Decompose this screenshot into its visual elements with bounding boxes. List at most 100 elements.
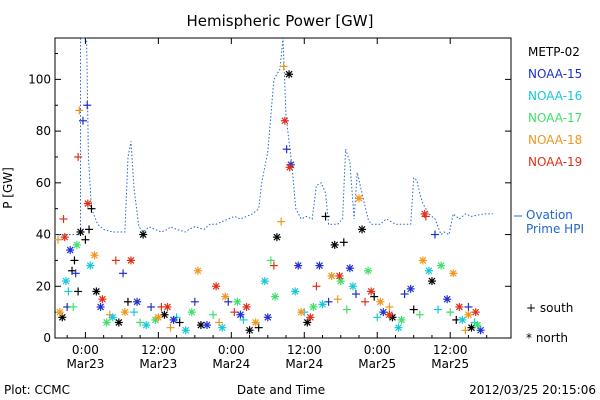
north-point: [455, 302, 464, 311]
north-point: [127, 256, 135, 265]
x-tick-date: Mar23: [66, 357, 104, 371]
south-point: [54, 235, 63, 244]
south-point: [269, 261, 278, 270]
south-point: [415, 310, 424, 319]
south-point: [130, 308, 139, 317]
x-tick-label: 12:00: [287, 343, 322, 357]
south-point: [69, 302, 78, 311]
south-point: [59, 215, 68, 224]
south-point: [147, 302, 156, 311]
plot-timestamp: 2012/03/25 20:15:06: [469, 383, 596, 397]
legend-north-label: * north: [526, 331, 568, 345]
north-point: [233, 297, 242, 306]
chart-title: Hemispheric Power [GW]: [187, 12, 374, 30]
north-point: [102, 318, 111, 327]
north-point: [193, 266, 202, 275]
x-tick-label: 0:00: [364, 343, 391, 357]
south-point: [321, 212, 330, 221]
north-point: [260, 277, 269, 286]
south-point: [119, 269, 128, 278]
north-point: [385, 310, 394, 319]
north-point: [108, 313, 117, 322]
south-point: [78, 116, 87, 125]
x-tick-date: Mar24: [212, 357, 250, 371]
north-point: [315, 261, 324, 270]
south-point: [209, 310, 218, 319]
north-point: [285, 163, 294, 172]
south-point: [385, 302, 394, 311]
legend-ovation-label: Ovation: [526, 208, 573, 222]
y-tick-label: 20: [36, 279, 51, 293]
x-axis: 0:00Mar2312:00Mar230:00Mar2412:00Mar240:…: [66, 38, 488, 371]
legend-entry-noaa-18: NOAA-18: [528, 133, 582, 147]
south-point: [190, 297, 199, 306]
north-point: [297, 308, 306, 317]
south-point: [282, 145, 291, 154]
south-point: [85, 225, 94, 234]
north-point: [348, 282, 357, 291]
north-point: [160, 310, 169, 319]
data-points: [54, 62, 485, 335]
south-point: [64, 287, 73, 296]
north-point: [203, 321, 211, 330]
north-point: [212, 282, 221, 291]
south-point: [409, 305, 418, 314]
south-point: [71, 269, 80, 278]
north-point: [294, 261, 303, 270]
north-point: [242, 302, 251, 311]
north-point: [424, 266, 433, 275]
north-point: [309, 302, 318, 311]
north-point: [285, 70, 294, 79]
north-point: [55, 308, 64, 317]
south-point: [70, 256, 79, 265]
north-point: [336, 277, 345, 286]
north-point: [96, 302, 105, 311]
south-point: [431, 230, 439, 239]
south-point: [351, 290, 360, 299]
north-point: [251, 318, 260, 327]
north-point: [236, 310, 245, 319]
y-axis-label: P [GW]: [1, 167, 15, 209]
north-point: [418, 256, 427, 265]
north-point: [427, 277, 436, 286]
north-point: [271, 292, 280, 301]
south-point: [166, 323, 175, 332]
south-point: [400, 290, 409, 299]
plot-frame: [54, 37, 512, 339]
north-point: [437, 261, 446, 270]
north-point: [83, 199, 92, 208]
x-axis-label: Date and Time: [237, 383, 325, 397]
south-point: [333, 295, 342, 304]
south-point: [111, 256, 120, 265]
north-point: [449, 269, 458, 278]
north-point: [397, 315, 406, 324]
north-point: [90, 251, 99, 260]
north-point: [181, 326, 190, 335]
north-point: [335, 271, 344, 280]
north-point: [467, 323, 476, 332]
legend-entry-metp-02: METP-02: [528, 45, 580, 59]
north-point: [458, 315, 467, 324]
north-point: [66, 246, 75, 255]
north-point: [245, 326, 254, 335]
legend-entry-noaa-16: NOAA-16: [528, 89, 582, 103]
legend-entry-noaa-19: NOAA-19: [528, 155, 582, 169]
x-tick-label: 0:00: [218, 343, 245, 357]
north-point: [169, 315, 178, 324]
north-point: [367, 287, 376, 296]
y-tick-label: 0: [43, 331, 51, 345]
south-point: [342, 305, 351, 314]
x-tick-label: 12:00: [433, 343, 468, 357]
x-tick-date: Mar23: [139, 357, 177, 371]
north-point: [142, 321, 151, 330]
north-point: [92, 287, 101, 296]
north-point: [471, 308, 480, 317]
north-point: [364, 266, 373, 275]
north-point: [263, 313, 272, 322]
x-tick-label: 12:00: [141, 343, 176, 357]
north-point: [406, 284, 415, 293]
y-tick-label: 80: [36, 124, 51, 138]
south-point: [277, 217, 286, 226]
south-point: [74, 287, 83, 296]
